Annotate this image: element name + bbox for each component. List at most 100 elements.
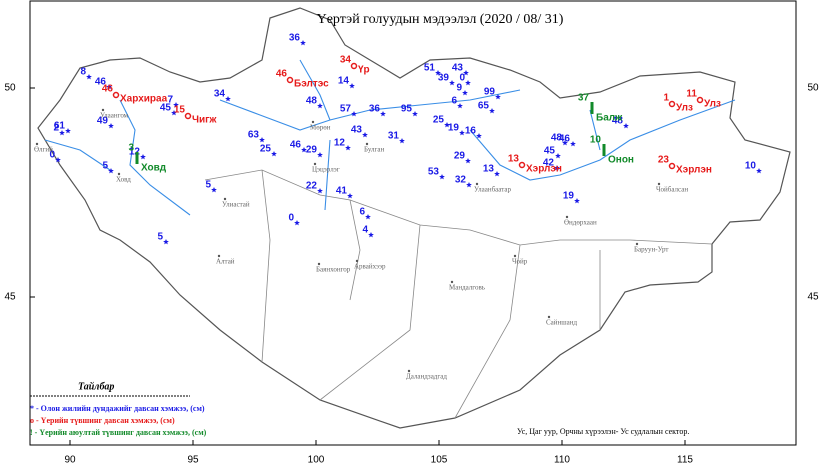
- station-value: 36: [289, 33, 301, 44]
- flood-marker: [518, 161, 526, 169]
- station-value: 99: [484, 87, 496, 98]
- station-marker: [55, 157, 61, 163]
- station-marker: [466, 182, 472, 188]
- lon-tick-label: 100: [308, 455, 325, 466]
- flood-river: Улз: [676, 103, 693, 114]
- lat-tick-label: 50: [807, 83, 819, 94]
- danger-marker: [590, 102, 594, 114]
- place-marker: [450, 280, 454, 284]
- station-marker: [465, 80, 471, 86]
- danger-river: Балж: [596, 113, 623, 124]
- station-marker: [349, 83, 355, 89]
- station-value: 0: [459, 73, 465, 84]
- station-value: 46: [290, 140, 302, 151]
- place-marker: [317, 262, 321, 266]
- lon-tick-label: 115: [677, 455, 693, 466]
- station-marker: [259, 137, 265, 143]
- place-marker: [513, 254, 517, 258]
- place-marker: [365, 142, 369, 146]
- place-marker: [101, 108, 105, 112]
- place-marker: [565, 215, 569, 219]
- aimag-borders: [204, 169, 713, 419]
- place-marker: [311, 120, 315, 124]
- station-value: 57: [340, 104, 352, 115]
- station-marker: [173, 102, 179, 108]
- station-value: 0: [288, 213, 294, 224]
- flood-marker: [286, 76, 294, 84]
- danger-river: Онон: [608, 155, 634, 166]
- station-value: 5: [205, 180, 211, 191]
- station-value: 9: [456, 83, 462, 94]
- station-value: 14: [338, 76, 350, 87]
- flood-marker: [668, 100, 676, 108]
- danger-marker: [135, 152, 139, 164]
- flood-river: Улз: [704, 99, 721, 110]
- station-marker: [362, 132, 368, 138]
- station-marker: [756, 168, 762, 174]
- station-value: 10: [745, 161, 757, 172]
- danger-marker: [602, 144, 606, 156]
- flood-marker: [350, 62, 358, 70]
- station-value: 2: [53, 123, 59, 134]
- station-marker: [108, 123, 114, 129]
- flood-marker: [696, 96, 704, 104]
- station-value: 49: [97, 116, 109, 127]
- station-marker: [623, 123, 629, 129]
- station-marker: [171, 110, 177, 116]
- station-marker: [365, 214, 371, 220]
- station-marker: [108, 168, 114, 174]
- station-value: 13: [483, 164, 495, 175]
- station-value: 19: [563, 191, 575, 202]
- station-value: 36: [369, 104, 381, 115]
- station-value: 48: [551, 133, 563, 144]
- place-marker: [313, 162, 317, 166]
- station-value: 0: [49, 150, 55, 161]
- lat-tick-label: 45: [807, 292, 819, 303]
- station-marker: [106, 84, 112, 90]
- station-marker: [570, 141, 576, 147]
- lon-tick-label: 90: [64, 455, 76, 466]
- station-value: 12: [129, 147, 141, 158]
- place-name: Чойбалсан: [656, 186, 688, 194]
- flood-river: Бэлтэс: [294, 79, 329, 90]
- station-marker: [412, 111, 418, 117]
- station-marker: [489, 108, 495, 114]
- station-marker: [271, 151, 277, 157]
- station-value: 41: [336, 186, 348, 197]
- station-value: 16: [465, 126, 477, 137]
- station-value: 46: [95, 77, 107, 88]
- station-marker: [368, 232, 374, 238]
- place-name: Өлгий: [34, 146, 53, 154]
- place-name: Улиастай: [222, 201, 250, 209]
- rivers: [44, 59, 736, 216]
- station-marker: [476, 133, 482, 139]
- flood-river: Хэрлэн: [526, 164, 562, 175]
- station-value: 4: [362, 225, 368, 236]
- station-value: 43: [452, 63, 464, 74]
- station-marker: [345, 145, 351, 151]
- station-value: 5: [102, 161, 108, 172]
- station-marker: [380, 111, 386, 117]
- station-value: 65: [478, 101, 490, 112]
- station-value: 12: [334, 138, 346, 149]
- legend-item: ! - Үерийн аюултай түвшинг давсан хэмжээ…: [30, 428, 207, 437]
- station-marker: [347, 193, 353, 199]
- lat-tick-label: 50: [4, 83, 16, 94]
- station-marker: [225, 96, 231, 102]
- station-marker: [86, 74, 92, 80]
- station-value: 19: [448, 123, 460, 134]
- station-marker: [449, 80, 455, 86]
- station-value: 43: [351, 125, 363, 136]
- lon-tick-label: 110: [554, 455, 570, 466]
- station-value: 48: [306, 96, 318, 107]
- place-name: Булган: [364, 146, 385, 154]
- station-value: 51: [424, 63, 436, 74]
- station-value: 39: [438, 73, 450, 84]
- credit: Ус, Цаг уур, Орчны хүрээлэн- Ус судлалын…: [517, 427, 689, 436]
- place-name: Өндөрхаан: [564, 219, 597, 227]
- place-marker: [35, 142, 39, 146]
- station-marker: [317, 152, 323, 158]
- station-value: 29: [306, 145, 318, 156]
- station-marker: [574, 198, 580, 204]
